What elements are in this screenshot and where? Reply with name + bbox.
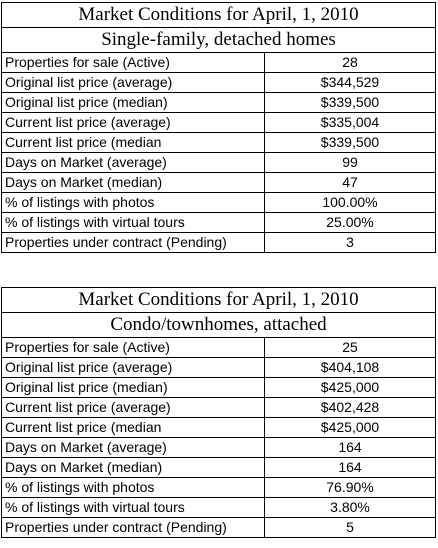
market-conditions-table-condo: Market Conditions for April, 1, 2010 Con… [0,287,437,538]
row-label: % of listings with virtual tours [1,212,265,233]
row-label: Properties under contract (Pending) [1,517,265,538]
row-value: $425,000 [263,377,437,398]
table-row: Days on Market (median) 164 [1,457,437,478]
table-row: Original list price (average) $404,108 [1,357,437,378]
table-row: % of listings with virtual tours 25.00% [1,212,437,233]
table-row: Days on Market (median) 47 [1,172,437,193]
table-subtitle-row: Condo/townhomes, attached [0,312,437,338]
row-label: Properties for sale (Active) [1,337,265,358]
row-value: $402,428 [263,397,437,418]
row-label: % of listings with virtual tours [1,497,265,518]
table-row: Current list price (average) $335,004 [1,112,437,133]
row-value: 99 [263,152,437,173]
row-value: 76.90% [263,477,437,498]
row-value: $404,108 [263,357,437,378]
row-value: $339,500 [263,132,437,153]
table-row: Current list price (median $339,500 [1,132,437,153]
table-row: % of listings with virtual tours 3.80% [1,497,437,518]
table-title-row: Market Conditions for April, 1, 2010 [0,287,437,313]
table-row: Properties for sale (Active) 28 [1,52,437,73]
row-value: $425,000 [263,417,437,438]
table-body: Market Conditions for April, 1, 2010 Sin… [0,2,437,253]
table-row: Properties under contract (Pending) 3 [1,232,437,253]
table-title: Market Conditions for April, 1, 2010 [0,287,437,313]
table-title-row: Market Conditions for April, 1, 2010 [0,2,437,28]
row-label: Days on Market (average) [1,437,265,458]
table-row: % of listings with photos 76.90% [1,477,437,498]
row-label: Original list price (median) [1,92,265,113]
row-label: Current list price (average) [1,397,265,418]
market-conditions-table-single-family: Market Conditions for April, 1, 2010 Sin… [0,2,437,253]
table-row: Original list price (median) $425,000 [1,377,437,398]
table-title: Market Conditions for April, 1, 2010 [0,2,437,28]
row-label: Current list price (median [1,417,265,438]
table-row: Original list price (average) $344,529 [1,72,437,93]
row-value: 28 [263,52,437,73]
row-value: 164 [263,437,437,458]
table-body: Market Conditions for April, 1, 2010 Con… [0,287,437,538]
table-row: % of listings with photos 100.00% [1,192,437,213]
table-row: Original list price (median) $339,500 [1,92,437,113]
row-label: Days on Market (median) [1,457,265,478]
row-value: 47 [263,172,437,193]
table-subtitle: Condo/townhomes, attached [0,312,437,338]
table-row: Current list price (average) $402,428 [1,397,437,418]
row-label: Properties under contract (Pending) [1,232,265,253]
row-label: Original list price (median) [1,377,265,398]
row-label: Original list price (average) [1,72,265,93]
table-row: Current list price (median $425,000 [1,417,437,438]
row-label: Current list price (average) [1,112,265,133]
row-value: 5 [263,517,437,538]
table-row: Days on Market (average) 99 [1,152,437,173]
row-label: Days on Market (average) [1,152,265,173]
table-subtitle-row: Single-family, detached homes [0,27,437,53]
table-row: Properties under contract (Pending) 5 [1,517,437,538]
row-value: 25.00% [263,212,437,233]
row-value: 25 [263,337,437,358]
table-row: Days on Market (average) 164 [1,437,437,458]
row-value: $335,004 [263,112,437,133]
row-label: Current list price (median [1,132,265,153]
row-value: 3 [263,232,437,253]
row-label: Properties for sale (Active) [1,52,265,73]
row-label: % of listings with photos [1,192,265,213]
row-label: % of listings with photos [1,477,265,498]
table-subtitle: Single-family, detached homes [0,27,437,53]
row-label: Original list price (average) [1,357,265,378]
row-value: 3.80% [263,497,437,518]
row-label: Days on Market (median) [1,172,265,193]
row-value: 100.00% [263,192,437,213]
row-value: $339,500 [263,92,437,113]
row-value: $344,529 [263,72,437,93]
row-value: 164 [263,457,437,478]
table-row: Properties for sale (Active) 25 [1,337,437,358]
